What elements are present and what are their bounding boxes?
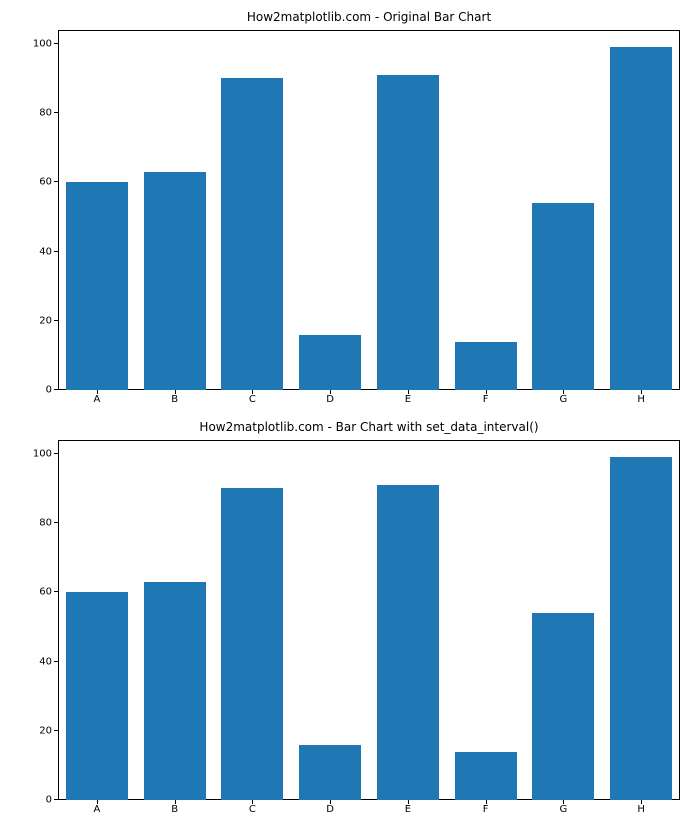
bar <box>144 582 206 800</box>
chart-title: How2matplotlib.com - Original Bar Chart <box>58 10 680 24</box>
bar <box>455 342 517 390</box>
y-tick-mark <box>54 181 58 182</box>
y-tick-mark <box>54 522 58 523</box>
x-tick-mark <box>252 800 253 804</box>
y-tick-label: 100 <box>33 38 58 49</box>
bar <box>221 78 283 390</box>
x-tick-mark <box>330 390 331 394</box>
x-tick-mark <box>408 390 409 394</box>
y-tick-label: 60 <box>39 587 58 598</box>
x-tick-mark <box>175 390 176 394</box>
y-tick-mark <box>54 320 58 321</box>
bar <box>221 488 283 800</box>
y-tick-mark <box>54 112 58 113</box>
x-tick-mark <box>563 390 564 394</box>
y-tick-mark <box>54 591 58 592</box>
x-tick-mark <box>486 390 487 394</box>
y-tick-mark <box>54 251 58 252</box>
y-tick-mark <box>54 389 58 390</box>
y-tick-mark <box>54 661 58 662</box>
bars-container <box>58 30 680 390</box>
y-tick-label: 60 <box>39 177 58 188</box>
x-tick-mark <box>97 800 98 804</box>
bar <box>455 752 517 800</box>
bar <box>144 172 206 390</box>
x-tick-mark <box>641 800 642 804</box>
bar <box>532 203 594 390</box>
y-tick-label: 80 <box>39 518 58 529</box>
x-tick-mark <box>563 800 564 804</box>
y-tick-mark <box>54 799 58 800</box>
chart-title: How2matplotlib.com - Bar Chart with set_… <box>58 420 680 434</box>
bar <box>66 182 128 390</box>
x-tick-mark <box>408 800 409 804</box>
y-tick-mark <box>54 453 58 454</box>
y-tick-label: 0 <box>46 385 58 396</box>
bar <box>299 745 361 800</box>
bars-container <box>58 440 680 800</box>
x-tick-mark <box>486 800 487 804</box>
y-tick-label: 100 <box>33 448 58 459</box>
x-tick-mark <box>97 390 98 394</box>
bar <box>532 613 594 800</box>
x-tick-mark <box>330 800 331 804</box>
y-tick-label: 40 <box>39 656 58 667</box>
bar <box>377 75 439 390</box>
figure: How2matplotlib.com - Original Bar Chart … <box>0 0 700 840</box>
subplot-original: How2matplotlib.com - Original Bar Chart … <box>58 30 680 390</box>
y-tick-mark <box>54 43 58 44</box>
bar <box>66 592 128 800</box>
bar <box>610 457 672 800</box>
x-tick-mark <box>641 390 642 394</box>
y-tick-label: 0 <box>46 795 58 806</box>
y-tick-label: 40 <box>39 246 58 257</box>
x-tick-mark <box>252 390 253 394</box>
y-tick-label: 20 <box>39 315 58 326</box>
y-tick-label: 20 <box>39 725 58 736</box>
bar <box>377 485 439 800</box>
bar <box>299 335 361 390</box>
bar <box>610 47 672 390</box>
x-tick-mark <box>175 800 176 804</box>
y-tick-mark <box>54 730 58 731</box>
subplot-set-data-interval: How2matplotlib.com - Bar Chart with set_… <box>58 440 680 800</box>
y-tick-label: 80 <box>39 108 58 119</box>
